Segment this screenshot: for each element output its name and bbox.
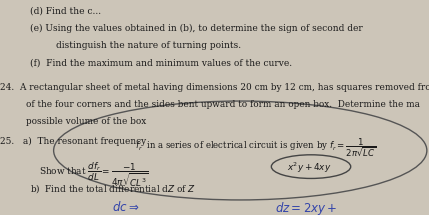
Text: possible volume of the box: possible volume of the box [26, 117, 146, 126]
Text: b)  Find the total differential d$Z$ of $Z$: b) Find the total differential d$Z$ of $… [30, 182, 196, 195]
Text: 25.   a)  The resonant frequency: 25. a) The resonant frequency [0, 137, 146, 146]
Text: of the four corners and the sides bent upward to form an open box.  Determine th: of the four corners and the sides bent u… [26, 100, 420, 109]
Text: $dz = 2xy +$: $dz = 2xy +$ [275, 200, 337, 215]
Text: (e) Using the values obtained in (b), to determine the sign of second der: (e) Using the values obtained in (b), to… [30, 24, 363, 33]
Text: $dc \Rightarrow$: $dc \Rightarrow$ [112, 200, 139, 214]
Text: (f)  Find the maximum and minimum values of the curve.: (f) Find the maximum and minimum values … [30, 58, 292, 67]
Text: (d) Find the c...: (d) Find the c... [30, 6, 101, 15]
Text: 24.  A rectangular sheet of metal having dimensions 20 cm by 12 cm, has squares : 24. A rectangular sheet of metal having … [0, 83, 429, 92]
Text: $f_r$  in a series of electrical circuit is given by $f_r = \dfrac{1}{2\pi\sqrt{: $f_r$ in a series of electrical circuit … [135, 137, 377, 158]
Text: distinguish the nature of turning points.: distinguish the nature of turning points… [56, 41, 241, 50]
Text: $x^2y + 4xy$: $x^2y + 4xy$ [287, 160, 331, 175]
Text: Show that $\dfrac{df_r}{dL} = \dfrac{-1}{4\pi\sqrt{CL^3}}$: Show that $\dfrac{df_r}{dL} = \dfrac{-1}… [39, 160, 148, 189]
